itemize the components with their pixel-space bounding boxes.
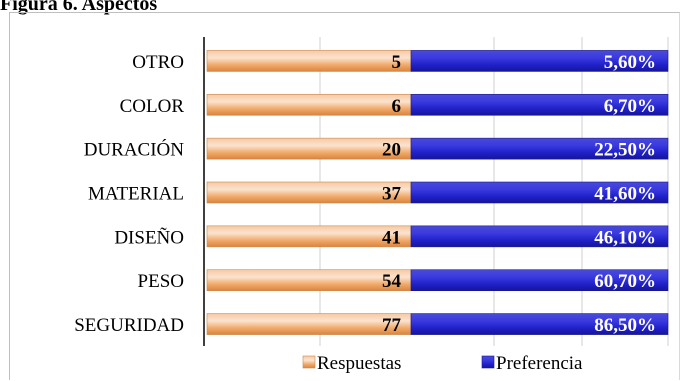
legend-swatch-preferencia bbox=[481, 355, 495, 369]
legend-swatch-respuestas bbox=[302, 355, 316, 369]
category-label: DURACIÓN bbox=[84, 139, 185, 161]
category-label: MATERIAL bbox=[88, 184, 184, 205]
bar-preferencia bbox=[410, 181, 669, 204]
data-label-respuestas: 37 bbox=[382, 184, 402, 205]
bar-respuestas bbox=[206, 313, 412, 335]
data-label-preferencia: 86,50% bbox=[594, 315, 656, 336]
legend-label-preferencia: Preferencia bbox=[496, 353, 583, 374]
data-label-preferencia: 41,60% bbox=[594, 184, 656, 205]
data-label-respuestas: 6 bbox=[392, 96, 402, 117]
bar-preferencia bbox=[410, 93, 669, 116]
data-label-preferencia: 46,10% bbox=[594, 227, 656, 248]
category-label: COLOR bbox=[120, 96, 185, 117]
category-label: DISEÑO bbox=[114, 226, 184, 248]
data-label-preferencia: 5,60% bbox=[604, 52, 656, 73]
bar-preferencia bbox=[410, 137, 669, 160]
chart-title: Figura 6. Aspectos bbox=[0, 0, 158, 15]
data-label-preferencia: 6,70% bbox=[604, 96, 656, 117]
bar-preferencia bbox=[410, 269, 669, 292]
bar-preferencia bbox=[410, 50, 669, 72]
data-label-respuestas: 5 bbox=[392, 52, 402, 73]
bar-respuestas bbox=[206, 225, 412, 248]
bar-respuestas bbox=[206, 93, 412, 116]
bar-preferencia bbox=[410, 225, 669, 248]
bar-preferencia bbox=[410, 313, 669, 335]
data-label-respuestas: 41 bbox=[382, 227, 401, 248]
data-label-preferencia: 22,50% bbox=[594, 140, 656, 161]
category-label: OTRO bbox=[132, 52, 184, 73]
bar-respuestas bbox=[206, 137, 412, 160]
data-label-respuestas: 77 bbox=[382, 315, 402, 336]
data-label-respuestas: 54 bbox=[382, 271, 402, 292]
category-label: SEGURIDAD bbox=[74, 315, 184, 336]
bar-respuestas bbox=[206, 50, 412, 72]
bar-respuestas bbox=[206, 181, 412, 204]
legend-label-respuestas: Respuestas bbox=[317, 353, 401, 374]
data-label-preferencia: 60,70% bbox=[594, 271, 656, 292]
bar-respuestas bbox=[206, 269, 412, 292]
data-label-respuestas: 20 bbox=[382, 140, 401, 161]
chart-frame bbox=[9, 12, 680, 380]
category-label: PESO bbox=[138, 271, 184, 292]
